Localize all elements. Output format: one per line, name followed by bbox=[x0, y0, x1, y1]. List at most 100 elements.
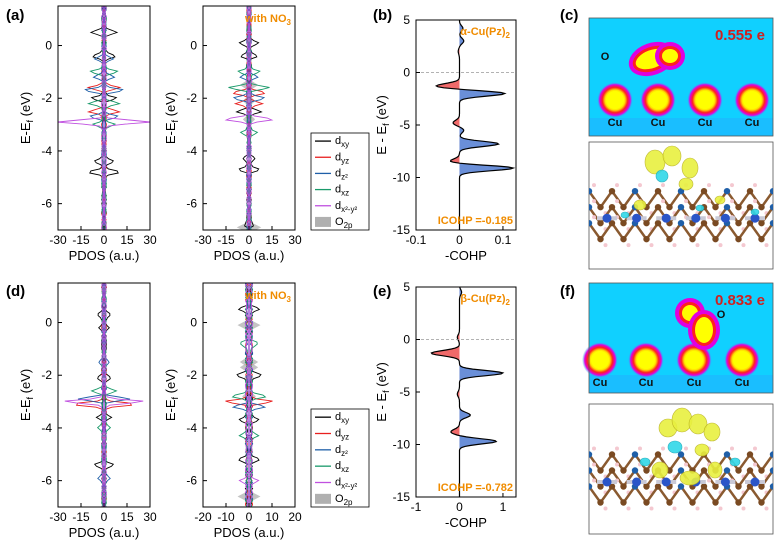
cohp-title: β-Cu(Pz)2 bbox=[460, 293, 510, 307]
positive-lobe bbox=[671, 407, 693, 433]
carbon-atom bbox=[746, 467, 754, 474]
dz2-legend-label: dz² bbox=[335, 167, 348, 181]
cu-core bbox=[649, 91, 667, 109]
bonding-fill bbox=[459, 287, 503, 497]
ytick-label: -15 bbox=[393, 223, 411, 237]
nitrogen-atom bbox=[677, 467, 685, 474]
cu-label: Cu bbox=[698, 117, 713, 129]
hydrogen-atom bbox=[707, 215, 711, 220]
charge-map-f: Cu Cu Cu Cu O0.833 e bbox=[582, 282, 774, 394]
dxz-legend-label: dxz bbox=[335, 460, 349, 474]
structure-c bbox=[588, 141, 774, 270]
cu-center bbox=[602, 213, 612, 223]
hydrogen-atom bbox=[730, 446, 734, 451]
nitrogen-atom bbox=[769, 219, 773, 227]
carbon-atom bbox=[700, 219, 708, 227]
panel-label-e: (e) bbox=[373, 283, 391, 300]
charge-label: 0.833 e bbox=[715, 292, 765, 309]
hydrogen-atom bbox=[615, 183, 619, 188]
xtick-label: -15 bbox=[72, 510, 90, 524]
xtick-label: 30 bbox=[288, 233, 302, 247]
positive-lobe bbox=[679, 470, 701, 486]
x-axis-label: -COHP bbox=[445, 515, 487, 530]
bonding-fill bbox=[459, 20, 514, 230]
cu-center bbox=[720, 477, 730, 487]
cu-core bbox=[733, 351, 751, 369]
hydrogen-atom bbox=[684, 446, 688, 451]
nitrogen-atom bbox=[677, 451, 685, 458]
cu-center bbox=[750, 477, 760, 487]
carbon-atom bbox=[746, 451, 754, 458]
o2p-legend-swatch bbox=[315, 493, 331, 504]
cu-center bbox=[661, 213, 671, 223]
carbon-atom bbox=[758, 483, 765, 490]
x-axis-label: PDOS (a.u.) bbox=[214, 248, 285, 263]
x-axis-label: PDOS (a.u.) bbox=[214, 525, 285, 540]
nitrogen-atom bbox=[631, 467, 639, 474]
o-label: O bbox=[717, 309, 726, 321]
ytick-label: -10 bbox=[393, 438, 411, 452]
negative-lobe bbox=[639, 457, 651, 467]
xtick-label: 30 bbox=[143, 233, 157, 247]
ytick-label: -6 bbox=[186, 197, 197, 211]
hydrogen-atom bbox=[592, 199, 596, 204]
nitrogen-atom bbox=[589, 203, 593, 211]
hydrogen-atom bbox=[753, 199, 757, 204]
cohp-title: α-Cu(Pz)2 bbox=[460, 26, 510, 40]
o-label: O bbox=[601, 51, 610, 63]
nitrogen-atom bbox=[589, 451, 593, 458]
xtick-label: 0 bbox=[456, 500, 463, 514]
carbon-atom bbox=[758, 219, 765, 227]
cohp-curve bbox=[430, 287, 505, 497]
cu-label: Cu bbox=[745, 117, 760, 129]
ytick-label: 0 bbox=[45, 316, 52, 330]
hydrogen-atom bbox=[626, 506, 631, 511]
xtick-label: -0.1 bbox=[406, 233, 427, 247]
xtick-label: 10 bbox=[265, 510, 279, 524]
dxy-legend-label: dxy bbox=[335, 135, 349, 149]
positive-lobe bbox=[714, 195, 726, 205]
carbon-atom bbox=[597, 203, 604, 211]
carbon-atom bbox=[735, 467, 742, 474]
xtick-label: 1 bbox=[500, 500, 507, 514]
xtick-label: -10 bbox=[217, 510, 235, 524]
carbon-atom bbox=[666, 203, 673, 211]
positive-lobe bbox=[681, 157, 699, 179]
legend: dxy dyz dz² dxz dx²-y² O2p bbox=[310, 132, 370, 231]
ytick-label: -4 bbox=[41, 421, 52, 435]
nitrogen-atom bbox=[677, 219, 685, 227]
ytick-label: -4 bbox=[41, 144, 52, 158]
negative-lobe bbox=[750, 208, 760, 216]
cu-center bbox=[632, 477, 642, 487]
hydrogen-atom bbox=[753, 446, 757, 451]
positive-lobe bbox=[688, 413, 708, 435]
cu-core bbox=[637, 351, 655, 369]
nitrogen-atom bbox=[723, 187, 731, 195]
ytick-label: 5 bbox=[403, 13, 410, 27]
nitrogen-atom bbox=[589, 467, 593, 474]
negative-lobe bbox=[655, 169, 669, 183]
frame bbox=[588, 17, 774, 137]
nitrogen-atom bbox=[723, 203, 731, 211]
ytick-label: -5 bbox=[399, 118, 410, 132]
nitrogen-atom bbox=[589, 187, 593, 195]
hydrogen-atom bbox=[753, 183, 757, 188]
hydrogen-atom bbox=[592, 478, 596, 483]
frame bbox=[415, 286, 517, 498]
positive-lobe bbox=[662, 145, 682, 167]
y-axis-label: E-Ef (eV) bbox=[18, 369, 35, 421]
dyz-legend-label: dyz bbox=[335, 151, 349, 165]
hydrogen-atom bbox=[592, 183, 596, 188]
positive-lobe bbox=[678, 177, 694, 191]
o2p-legend-label: O2p bbox=[335, 216, 353, 230]
carbon-atom bbox=[643, 467, 650, 474]
xtick-label: 0 bbox=[246, 510, 253, 524]
xtick-label: 0.1 bbox=[495, 233, 512, 247]
dx2y2-legend-label: dx²-y² bbox=[335, 200, 357, 214]
nitrogen-atom bbox=[723, 467, 731, 474]
panel-label-a: (a) bbox=[6, 7, 24, 24]
carbon-atom bbox=[620, 467, 627, 474]
hydrogen-atom bbox=[707, 478, 711, 483]
